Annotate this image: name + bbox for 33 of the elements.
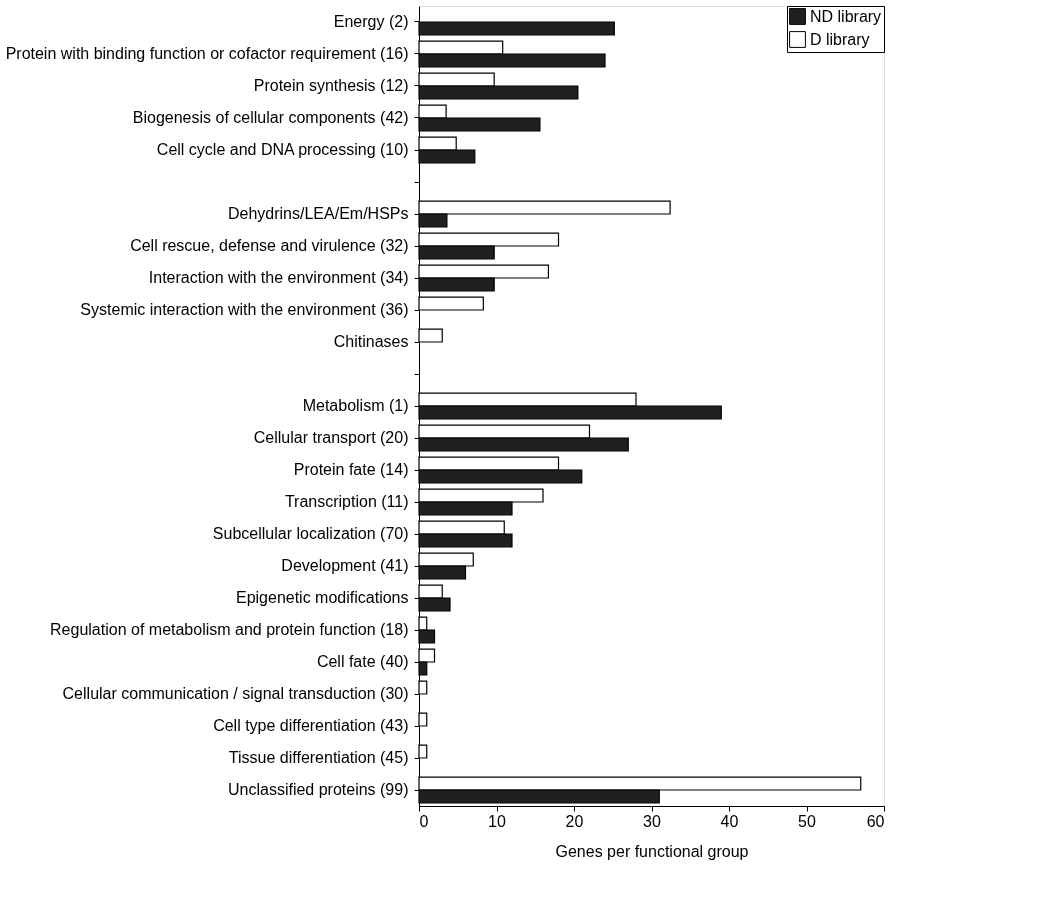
y-tick-label: Epigenetic modifications [235,589,409,606]
y-tick-label: Regulation of metabolism and protein function (18) [50,621,409,638]
legend-label: D library [810,30,870,48]
y-tick-label: Cell rescue, defense and virulence (32) [130,237,409,254]
x-tick-label: 10 [488,812,506,830]
x-tick-label: 60 [866,812,885,830]
y-tick-label: Chitinases [333,333,409,350]
y-tick-label: Metabolism (1) [302,397,409,414]
y-tick-label: Energy (2) [333,13,409,30]
y-tick-label: Protein fate (14) [293,461,409,478]
x-tick-label: 30 [643,812,661,830]
y-tick-label: Interaction with the environment (34) [148,269,409,286]
y-tick-label: Transcription (11) [284,493,409,510]
x-tick-label: 0 [419,812,429,830]
x-axis-title: Genes per functional group [555,842,749,860]
x-tick-label: 20 [565,812,584,830]
y-tick-label: Cell fate (40) [316,653,409,670]
y-tick-label: Cell type differentiation (43) [213,717,409,734]
y-tick-label: Protein with binding function or cofactor requirement (16) [5,45,409,62]
y-tick-label: Unclassified proteins (99) [227,781,409,798]
y-tick-label: Protein synthesis (12) [253,77,409,94]
y-tick-label: Systemic interaction with the environment (36) [80,301,409,318]
y-tick-label: Cell cycle and DNA processing (10) [156,141,409,158]
x-tick-label: 40 [720,812,739,830]
y-tick-label: Cellular transport (20) [253,429,409,446]
y-tick-label: Subcellular localization (70) [212,525,409,542]
y-tick-label: Cellular communication / signal transduction (30) [62,685,409,702]
legend-label: ND library [810,7,882,25]
x-tick-label: 50 [798,812,816,830]
y-tick-label: Biogenesis of cellular components (42) [132,109,409,126]
y-tick-label: Development (41) [281,557,409,574]
y-tick-label: Tissue differentiation (45) [228,749,409,766]
y-tick-label: Dehydrins/LEA/Em/HSPs [227,205,409,222]
